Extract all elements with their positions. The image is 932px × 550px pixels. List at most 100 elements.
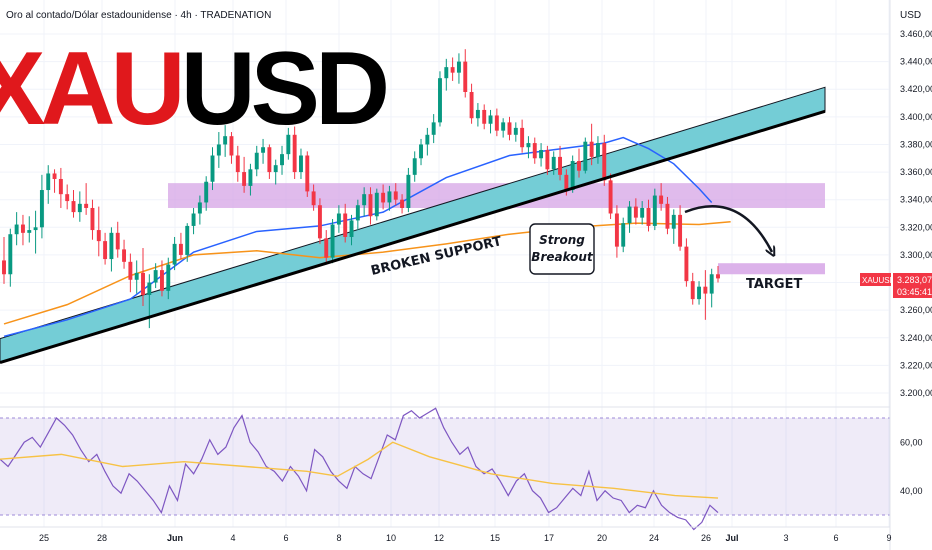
rsi-tick-label: 60,00 — [900, 437, 923, 447]
strong-breakout-line2: Breakout — [531, 250, 594, 264]
candle-body — [419, 144, 423, 159]
candle-body — [690, 281, 695, 300]
candle-body — [248, 169, 253, 186]
grid — [0, 0, 890, 527]
projection-arrow[interactable] — [684, 205, 772, 252]
candle-body — [58, 178, 63, 195]
target-label: TARGET — [746, 277, 802, 292]
candle-body — [602, 143, 607, 181]
time-tick-label: 24 — [649, 533, 659, 543]
candle-body — [589, 141, 594, 157]
candle-body — [545, 149, 550, 170]
candle-body — [697, 286, 702, 300]
price-tick-label: 3.240,00 — [900, 333, 932, 343]
candle-body — [646, 207, 651, 226]
time-tick-label: 8 — [336, 533, 341, 543]
time-tick-label: 4 — [230, 533, 235, 543]
candle-body — [456, 61, 461, 73]
candle-body — [393, 191, 398, 200]
strong-breakout-line1: Strong — [539, 233, 585, 247]
strong-breakout-box[interactable] — [529, 223, 595, 275]
time-tick-label: 17 — [544, 533, 554, 543]
candle-body — [652, 195, 657, 226]
candle-body — [671, 214, 676, 229]
price-tick-label: 3.320,00 — [900, 222, 932, 232]
candle-body — [684, 246, 689, 282]
candle-body — [109, 232, 114, 260]
candle-body — [84, 203, 89, 208]
candle-body — [90, 207, 95, 231]
time-tick-label: 26 — [701, 533, 711, 543]
candle-body — [8, 234, 13, 275]
candle-body — [614, 213, 619, 247]
candle-body — [627, 206, 632, 224]
time-tick-label: Jul — [725, 533, 738, 543]
candle-body — [513, 127, 518, 135]
price-axis[interactable]: 3.460,00 3.440,00 3.420,00 3.400,00 3.380,00… — [900, 29, 932, 398]
candle-body — [210, 155, 215, 182]
candle-body — [374, 192, 379, 217]
candle-body — [577, 161, 581, 171]
candle-body — [400, 199, 405, 208]
candle-body — [273, 165, 278, 173]
rsi-axis: 60,00 40,00 — [900, 437, 923, 496]
candle-body — [665, 203, 670, 229]
time-tick-label: 10 — [386, 533, 396, 543]
candle-body — [317, 205, 322, 239]
candle-body — [444, 67, 449, 79]
candle-body — [501, 122, 506, 131]
candle-body — [122, 249, 127, 262]
candle-body — [463, 61, 468, 92]
rsi-band — [0, 418, 890, 515]
price-badge — [893, 273, 932, 298]
candle-body — [141, 272, 145, 295]
candle-body — [621, 223, 626, 247]
price-tick-label: 3.460,00 — [900, 29, 932, 39]
candle-body — [235, 155, 240, 173]
price-tick-label: 3.200,00 — [900, 388, 932, 398]
candle-body — [147, 282, 152, 295]
candle-body — [387, 191, 392, 203]
currency-label: USD — [900, 10, 921, 21]
candle-body — [475, 109, 480, 119]
candle-body — [153, 270, 158, 283]
candle-body — [438, 78, 442, 123]
candle-body — [583, 141, 588, 171]
price-tick-label: 3.400,00 — [900, 112, 932, 122]
candle-body — [425, 134, 430, 145]
current-price-label[interactable]: XAUUSD 3.283,07 03:45:41 — [860, 273, 932, 298]
candle-body — [286, 134, 291, 155]
candle-body — [431, 122, 436, 135]
candle-body — [191, 213, 196, 226]
candle-body — [305, 155, 310, 192]
candle-body — [482, 109, 487, 124]
candle-body — [115, 232, 120, 250]
candle-body — [526, 143, 531, 148]
ticker-badge — [860, 273, 891, 286]
candle-body — [539, 149, 544, 159]
time-tick-label: 12 — [434, 533, 444, 543]
title-suffix: USD — [181, 31, 386, 147]
candles — [2, 49, 720, 329]
price-tick-label: 3.440,00 — [900, 57, 932, 67]
price-tick-label: 3.260,00 — [900, 305, 932, 315]
candle-body — [27, 230, 32, 233]
candle-body — [564, 174, 569, 191]
time-axis[interactable]: 25 28 Jun 4 6 8 10 12 15 17 20 24 26 Jul 3 6 9 — [39, 533, 892, 543]
time-tick-label: 28 — [97, 533, 107, 543]
rsi-pane — [0, 407, 719, 531]
candle-body — [33, 227, 38, 231]
rsi-line — [0, 407, 719, 531]
candle-body — [608, 180, 613, 214]
candle-body — [469, 91, 474, 119]
candle-body — [178, 243, 183, 255]
title-prefix: XAU — [0, 31, 181, 147]
price-tick-label: 3.360,00 — [900, 167, 932, 177]
candle-body — [14, 224, 19, 235]
broken-support-trendline[interactable] — [0, 109, 826, 365]
candle-body — [450, 67, 455, 73]
symbol-description: Oro al contado/Dólar estadounidense · 4h… — [6, 10, 271, 21]
candle-body — [197, 202, 202, 214]
